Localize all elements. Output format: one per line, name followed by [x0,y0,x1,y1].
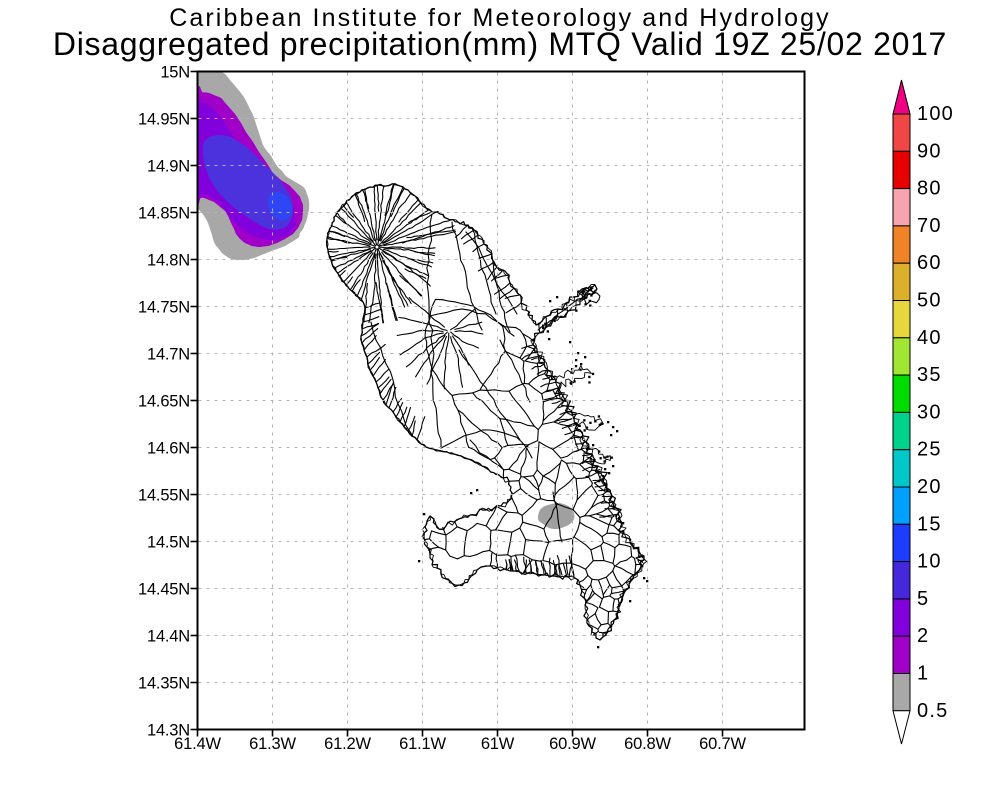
svg-text:Disaggregated precipitation(mm: Disaggregated precipitation(mm) MTQ Vali… [53,26,947,62]
svg-text:30: 30 [917,401,942,423]
svg-text:1: 1 [917,663,929,685]
svg-text:60: 60 [917,252,942,274]
svg-text:10: 10 [917,551,942,573]
svg-text:80: 80 [917,178,942,200]
svg-text:15N: 15N [160,64,190,82]
svg-text:25: 25 [917,439,942,461]
svg-text:15: 15 [917,513,942,535]
svg-text:35: 35 [917,364,942,386]
svg-text:14.4N: 14.4N [147,628,190,646]
svg-text:61.4W: 61.4W [174,735,221,753]
svg-text:61.3W: 61.3W [249,735,296,753]
svg-text:14.35N: 14.35N [138,675,190,693]
svg-text:5: 5 [917,588,929,610]
svg-text:61.2W: 61.2W [324,735,371,753]
svg-text:60.8W: 60.8W [624,735,671,753]
svg-text:14.6N: 14.6N [147,440,190,458]
svg-text:60.7W: 60.7W [699,735,746,753]
svg-text:70: 70 [917,215,942,237]
svg-text:40: 40 [917,327,942,349]
svg-text:14.55N: 14.55N [138,487,190,505]
svg-text:14.65N: 14.65N [138,393,190,411]
svg-text:2: 2 [917,625,929,647]
svg-text:61.1W: 61.1W [399,735,446,753]
svg-text:Caribbean Institute for Meteor: Caribbean Institute for Meteorology and … [169,4,831,32]
svg-text:14.3N: 14.3N [147,722,190,740]
svg-text:14.7N: 14.7N [147,346,190,364]
svg-text:60.9W: 60.9W [549,735,596,753]
svg-text:90: 90 [917,140,942,162]
svg-text:100: 100 [917,103,954,125]
svg-text:61W: 61W [481,735,515,753]
svg-text:14.45N: 14.45N [138,581,190,599]
svg-text:20: 20 [917,476,942,498]
svg-text:0.5: 0.5 [917,700,948,722]
svg-text:14.95N: 14.95N [138,111,190,129]
svg-text:14.9N: 14.9N [147,158,190,176]
svg-text:14.8N: 14.8N [147,252,190,270]
svg-text:50: 50 [917,290,942,312]
svg-text:14.5N: 14.5N [147,534,190,552]
svg-text:14.75N: 14.75N [138,299,190,317]
svg-text:14.85N: 14.85N [138,205,190,223]
